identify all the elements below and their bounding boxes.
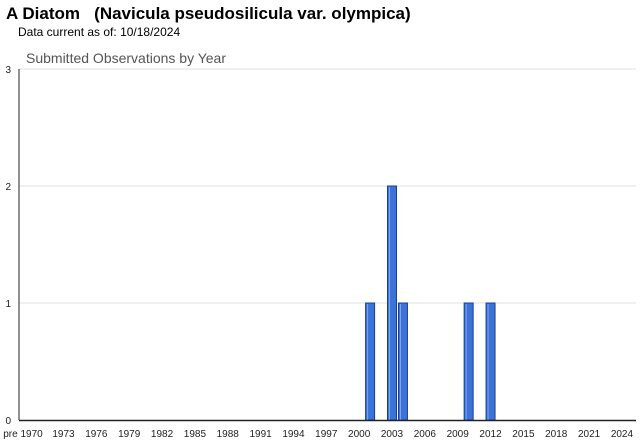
grid-lines [19,68,636,304]
x-tick-label: 2021 [578,429,601,440]
y-tick-label: 1 [5,299,11,310]
x-tick-label: 1988 [217,429,240,440]
x-tick-label: 2018 [545,429,568,440]
x-tick-label: 1991 [249,429,272,440]
data-current-label: Data current as of: [18,25,117,39]
bars [365,185,496,421]
x-tick-label: 2009 [447,429,470,440]
x-tick-label: 1976 [85,429,108,440]
y-tick-label: 3 [5,65,11,76]
x-tick-label: 1973 [52,429,75,440]
y-tick-label: 2 [5,182,11,193]
x-tick-label: 1985 [184,429,207,440]
x-tick-label: 2012 [479,429,502,440]
x-tick-label: 1979 [118,429,141,440]
x-tick-label: 2003 [381,429,404,440]
x-tick-label: 2000 [348,429,371,440]
y-tick-labels: 0 1 2 3 [5,65,11,427]
chart-title: Submitted Observations by Year [26,50,226,66]
x-tick-labels: pre 1970 1973 1976 1979 1982 1985 1988 1991 1994… [3,429,633,440]
bar-2003 [387,185,397,421]
data-current-date: 10/18/2024 [120,25,181,39]
axes [18,69,636,422]
x-tick-label: 2024 [611,429,634,440]
bar-2001 [365,302,376,421]
bar-2012 [485,302,496,421]
bar-2010 [463,302,474,421]
x-tick-label: pre 1970 [3,429,43,440]
x-tick-label: 1982 [151,429,174,440]
x-tick-label: 2006 [414,429,437,440]
x-tick-label: 1994 [282,429,305,440]
bar-2004 [397,302,408,421]
x-tick-label: 1997 [315,429,338,440]
species-title: A Diatom (Navicula pseudosilicula var. o… [6,4,411,23]
data-current-line: Data current as of: 10/18/2024 [18,25,180,39]
y-tick-label: 0 [5,416,11,427]
x-tick-label: 2015 [512,429,535,440]
